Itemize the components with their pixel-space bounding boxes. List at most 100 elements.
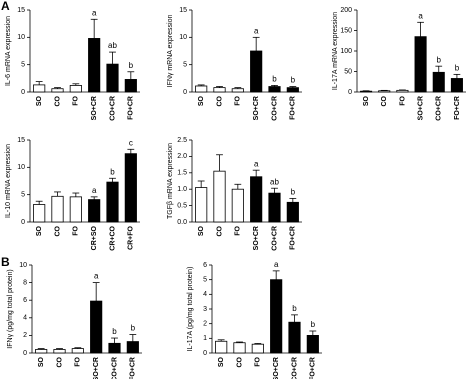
significance-label: b [112, 327, 117, 336]
y-tick-label: 1.0 [177, 186, 187, 193]
panel-label: A [1, 0, 10, 13]
chart: 0 2 4 6 8 10 IFNγ (pg/mg total protein) SO CO FO S… [7, 262, 142, 382]
y-tick-label: 50 [344, 68, 352, 75]
y-tick-label: 8 [23, 279, 27, 286]
bar [268, 86, 281, 93]
y-tick-label: 0 [21, 219, 25, 226]
bar [231, 188, 244, 223]
significance-label: a [92, 186, 97, 195]
x-tick-label: FO [73, 95, 80, 105]
significance-label: b [292, 304, 297, 313]
bar [215, 340, 228, 354]
significance-label: b [110, 167, 115, 176]
y-axis-title: IFNγ mRNA expression [167, 15, 174, 88]
bar [51, 88, 64, 93]
bar [306, 334, 319, 354]
x-tick-label: SO [218, 356, 225, 367]
x-tick-label: CO+CR [291, 357, 298, 379]
x-tick-label: CO+CR [271, 96, 278, 121]
x-tick-label: FO+CR [310, 357, 317, 379]
y-axis-title: IL-6 mRNA expression [5, 16, 12, 86]
x-tick-label: FO [75, 356, 82, 366]
bar [414, 36, 427, 93]
significance-label: b [129, 61, 134, 70]
significance-label: b [455, 63, 460, 72]
y-tick-label: 200 [340, 7, 352, 14]
bar [233, 342, 246, 354]
bar [288, 321, 301, 354]
y-tick-label: 10 [19, 262, 27, 269]
bar [396, 89, 409, 93]
bar [268, 192, 281, 223]
bar [35, 349, 48, 354]
y-axis-title: IL-17A mRNA expression [332, 12, 339, 90]
bar [195, 187, 208, 223]
y-tick-label: 0 [203, 350, 207, 357]
y-tick-label: 4 [23, 315, 27, 322]
x-tick-label: CO+CR [271, 226, 278, 251]
y-tick-label: 10 [17, 34, 25, 41]
bar [124, 79, 137, 93]
x-tick-label: SO+CR [93, 357, 100, 379]
bar [106, 181, 119, 223]
x-tick-label: FO [235, 225, 242, 235]
y-axis-title: IL-10 mRNA expression [5, 144, 12, 218]
significance-label: b [437, 55, 442, 64]
y-axis-title: IL-17A (pg/mg total protein) [187, 267, 194, 352]
y-tick-label: 5 [21, 192, 25, 199]
x-tick-label: CO [54, 95, 61, 106]
x-tick-label: CO [216, 225, 223, 236]
y-tick-label: 100 [340, 48, 352, 55]
x-tick-label: CO+CR [436, 96, 443, 121]
x-tick-label: FO+CR [290, 96, 297, 120]
bar [124, 153, 137, 223]
x-tick-label: SO+CR [273, 357, 280, 379]
bar [71, 348, 84, 354]
panel-label: B [1, 255, 10, 269]
y-tick-label: 6 [23, 297, 27, 304]
y-axis-title: TGFβ mRNA expression [167, 143, 174, 219]
chart: 0 1 2 3 4 5 6 IL-17A (pg/mg total protein) SO CO F… [187, 260, 322, 382]
bar [213, 170, 226, 223]
bar [213, 87, 226, 93]
bar [108, 342, 121, 354]
bar [432, 71, 445, 93]
y-tick-label: 15 [17, 7, 25, 14]
bar [51, 195, 64, 223]
significance-label: b [272, 75, 277, 84]
bar [195, 85, 208, 93]
x-tick-label: CO [56, 356, 63, 367]
y-tick-label: 10 [179, 34, 187, 41]
x-tick-label: SO [198, 225, 205, 236]
significance-label: a [274, 260, 279, 269]
x-tick-label: SO [363, 95, 370, 106]
bar [90, 300, 103, 354]
x-tick-label: CR+CO [109, 225, 116, 250]
bar [251, 343, 264, 354]
y-tick-label: 0.0 [177, 219, 187, 226]
chart: 0 5 10 15 IL-6 mRNA expression SO CO FO SO+CR a CO… [5, 7, 140, 121]
x-tick-label: FO [399, 95, 406, 105]
x-tick-label: SO [36, 225, 43, 236]
y-tick-label: 15 [179, 7, 187, 14]
chart: 0 5 10 15 IL-10 mRNA expression SO CO FO CR+SO a C… [5, 137, 140, 251]
x-tick-label: CO [236, 356, 243, 367]
y-tick-label: 10 [17, 164, 25, 171]
significance-label: a [92, 8, 97, 17]
significance-label: a [94, 272, 99, 281]
bar [286, 201, 299, 223]
bar [270, 279, 283, 354]
x-tick-label: SO+CR [417, 96, 424, 120]
bar [250, 50, 263, 93]
chart: 0 5 10 15 IFNγ mRNA expression SO CO FO SO+CR a CO… [167, 7, 302, 121]
significance-label: a [254, 26, 259, 35]
bar [378, 90, 391, 93]
y-tick-label: 4 [203, 291, 207, 298]
x-tick-label: SO+CR [91, 96, 98, 120]
bar [69, 85, 82, 93]
y-axis-title: IFNγ (pg/mg total protein) [7, 269, 14, 348]
y-tick-label: 3 [203, 306, 207, 313]
y-tick-label: 2.0 [177, 153, 187, 160]
y-tick-label: 1.5 [177, 170, 187, 177]
